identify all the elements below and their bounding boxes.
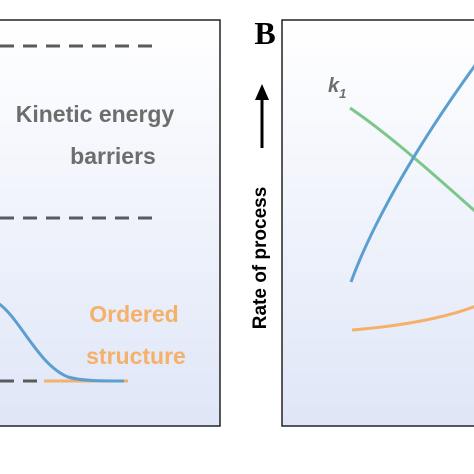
energy-curve [0, 302, 125, 383]
y-axis-arrow [255, 84, 269, 148]
blue-rate-curve [349, 64, 474, 283]
k1-label: k1 [328, 75, 346, 101]
panel-a: Kinetic energy barriers Ordered structur… [0, 19, 221, 427]
panel-b-letter: B [254, 15, 275, 51]
kinetic-label-line2: barriers [70, 143, 156, 169]
kinetic-label-line1: Kinetic energy [16, 101, 175, 127]
orange-rate-curve [351, 305, 474, 332]
ordered-label-line1: Ordered [89, 301, 178, 327]
y-axis-label: Rate of process [250, 187, 271, 330]
ordered-label-line2: structure [86, 343, 186, 369]
panel-a-frame [0, 19, 221, 427]
panel-b: B Rate of process k1 [250, 15, 474, 427]
k1-subscript: 1 [339, 86, 346, 101]
